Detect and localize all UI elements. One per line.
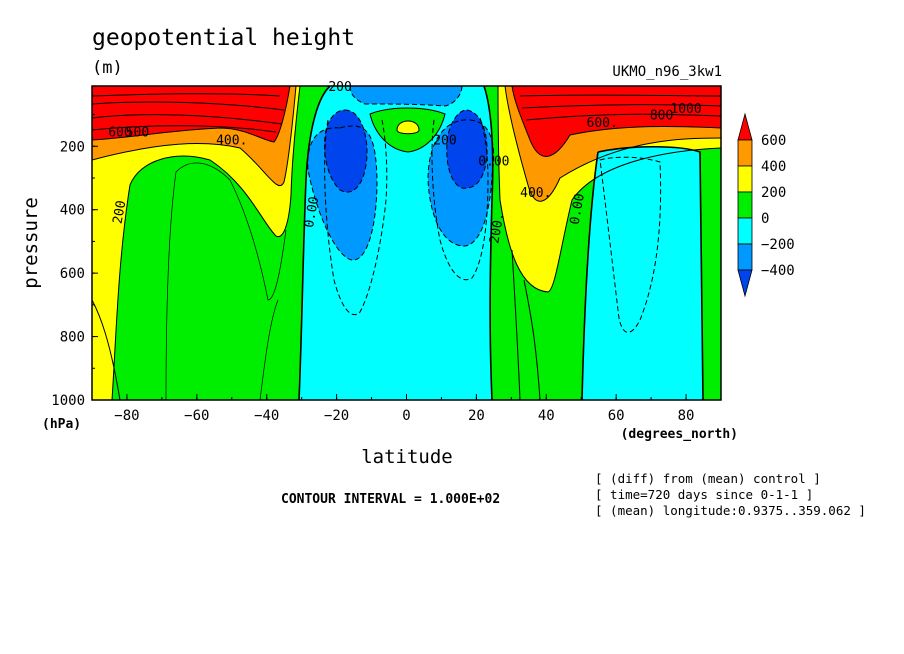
x-tick-label: −80 [114, 408, 139, 424]
colorbar-swatch [737, 243, 753, 271]
fill-region-sh-core [324, 110, 368, 193]
contour-label: 200 [328, 80, 351, 95]
x-axis-label: latitude [361, 446, 453, 468]
fill-region-top-blue [350, 86, 462, 106]
colorbar-swatch [737, 139, 753, 167]
contour-label: 1000 [670, 102, 701, 117]
contour-lines-interior [165, 162, 287, 400]
fill-region-equatorial-yellow [397, 121, 419, 134]
x-tick-label: −60 [184, 408, 209, 424]
contour-label: 600. [587, 116, 618, 131]
colorbar: 600 400 200 0 −200 −400 [737, 112, 795, 298]
colorbar-swatch [737, 165, 753, 193]
chart-units: (m) [92, 58, 123, 78]
colorbar-swatch [737, 269, 753, 298]
annotation-line-1: [ (diff) from (mean) control ] [595, 471, 821, 486]
contour-label: 200 [433, 134, 456, 149]
fill-region-nh-core [446, 110, 488, 189]
annotation-line-2: [ time=720 days since 0-1-1 ] [595, 487, 813, 502]
contour-label: 400. [216, 134, 247, 149]
colorbar-label: 400 [761, 159, 786, 175]
fill-region-sh-yellow [92, 86, 300, 400]
y-axis-units: (hPa) [42, 417, 81, 432]
fill-region-nh-cyan [582, 146, 703, 400]
contour-label: 200 [111, 199, 130, 225]
y-tick-label: 400 [60, 203, 85, 219]
y-tick-label: 200 [60, 139, 85, 155]
contour-lines-zero [298, 86, 704, 400]
contour-label: 0.00 [302, 196, 322, 229]
colorbar-label: 0 [761, 211, 769, 227]
colorbar-label: 200 [761, 185, 786, 201]
fill-region-nh-red [512, 86, 721, 157]
plot-area [92, 86, 721, 400]
contour-label: 400. [520, 186, 551, 201]
annotation-line-3: [ (mean) longitude:0.9375..359.062 ] [595, 503, 866, 518]
chart-title: geopotential height [92, 25, 355, 51]
colorbar-swatch [737, 191, 753, 219]
y-tick-label: 800 [60, 330, 85, 346]
x-tick-label: 40 [538, 408, 555, 424]
y-tick-label: 600 [60, 266, 85, 282]
colorbar-label: −200 [761, 237, 795, 253]
contour-lines-negative [307, 86, 662, 333]
colorbar-swatch [737, 217, 753, 245]
contour-label: 600 [108, 126, 131, 141]
y-axis-label: pressure [20, 197, 42, 289]
contour-label: 0.00 [568, 192, 588, 225]
contour-label: 0.00 [478, 154, 509, 169]
model-label: UKMO_n96_3kw1 [612, 64, 722, 80]
x-tick-label: 80 [678, 408, 695, 424]
contour-label: 200. [487, 211, 507, 244]
x-axis-units: (degrees_north) [621, 427, 738, 442]
contour-label: 800 [650, 108, 673, 123]
y-axis: 200 400 600 800 1000 [51, 114, 98, 409]
x-tick-label: 20 [468, 408, 485, 424]
contour-label: 500 [126, 126, 149, 141]
x-tick-label: 60 [608, 408, 625, 424]
x-tick-label: −20 [324, 408, 349, 424]
x-tick-label: −40 [254, 408, 279, 424]
x-tick-label: 0 [402, 408, 410, 424]
y-tick-label: 1000 [51, 393, 85, 409]
x-axis: −80 −60 −40 −20 0 20 40 60 80 [91, 394, 722, 424]
contour-interval-text: CONTOUR INTERVAL = 1.000E+02 [281, 492, 500, 507]
colorbar-label: 600 [761, 133, 786, 149]
colorbar-label: −400 [761, 263, 795, 279]
contour-lines-positive [92, 86, 721, 400]
